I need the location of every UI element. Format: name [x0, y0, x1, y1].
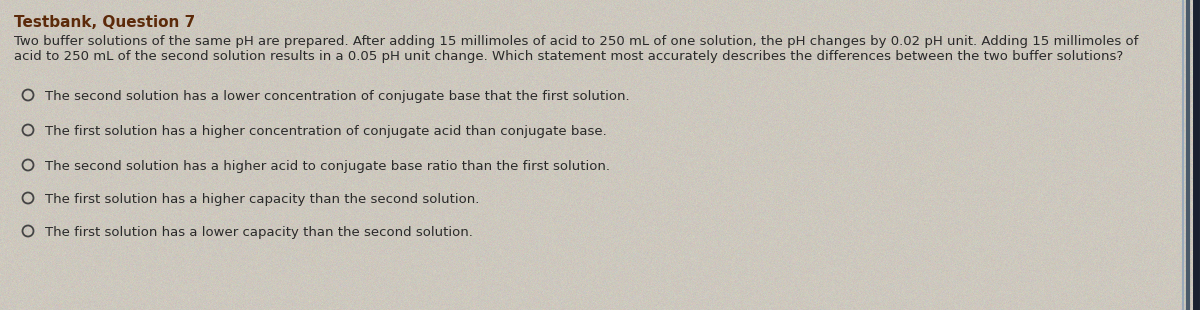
Text: The second solution has a lower concentration of conjugate base that the first s: The second solution has a lower concentr… [46, 90, 630, 103]
Text: The first solution has a lower capacity than the second solution.: The first solution has a lower capacity … [46, 226, 473, 239]
Text: The first solution has a higher capacity than the second solution.: The first solution has a higher capacity… [46, 193, 479, 206]
Text: The second solution has a higher acid to conjugate base ratio than the first sol: The second solution has a higher acid to… [46, 160, 610, 173]
Text: The first solution has a higher concentration of conjugate acid than conjugate b: The first solution has a higher concentr… [46, 125, 607, 138]
Text: Testbank, Question 7: Testbank, Question 7 [14, 15, 196, 30]
Text: acid to 250 mL of the second solution results in a 0.05 pH unit change. Which st: acid to 250 mL of the second solution re… [14, 50, 1123, 63]
Text: Two buffer solutions of the same pH are prepared. After adding 15 millimoles of : Two buffer solutions of the same pH are … [14, 35, 1139, 48]
